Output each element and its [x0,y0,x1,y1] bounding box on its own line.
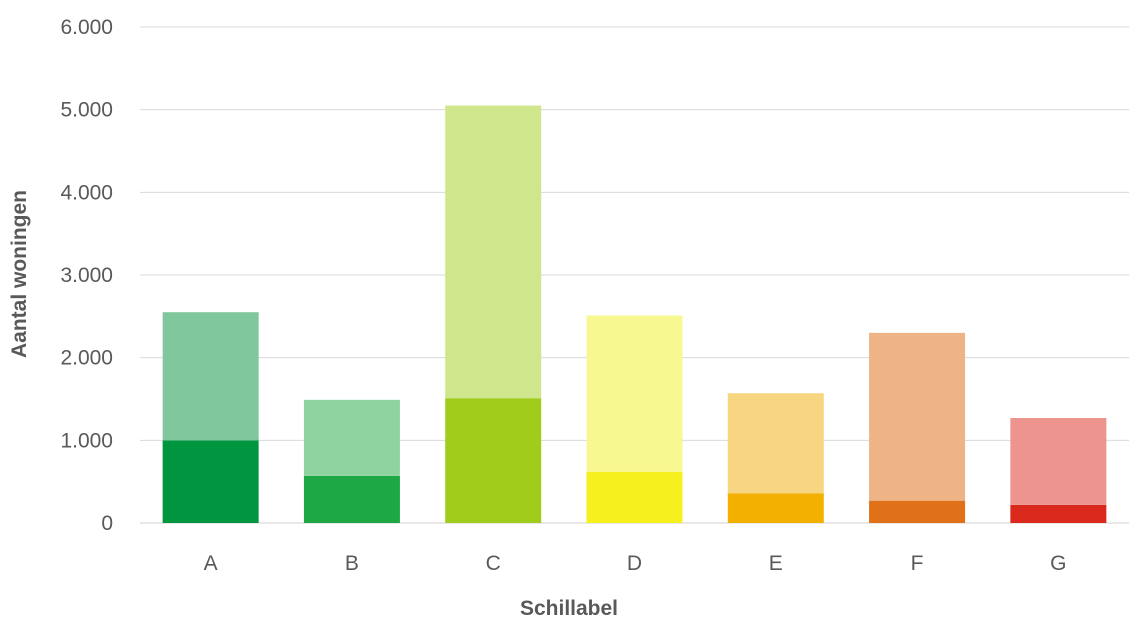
y-tick-label: 3.000 [60,264,113,287]
x-tick-label: E [769,552,783,575]
y-axis-ticks: 0 1.000 2.000 3.000 4.000 5.000 6.000 [60,16,113,535]
bar-d-segment-1 [586,471,683,523]
x-axis-ticks: A B C D E F G [204,552,1067,575]
x-tick-label: D [627,552,642,575]
bar-a-segment-2 [162,312,259,441]
bar-c-segment-2 [445,105,542,399]
bar-f-segment-2 [869,332,966,501]
x-tick-label: F [911,552,924,575]
y-tick-label: 2.000 [60,347,113,370]
y-tick-label: 4.000 [60,181,113,204]
y-tick-label: 1.000 [60,429,113,452]
bar-e-segment-1 [727,493,824,523]
y-tick-label: 0 [101,512,113,535]
x-tick-label: B [345,552,359,575]
bar-c-segment-1 [445,398,542,523]
y-tick-label: 6.000 [60,16,113,39]
bar-b-segment-2 [303,399,400,476]
bar-b-segment-1 [303,475,400,523]
y-axis-title: Aantal woningen [8,190,31,358]
bar-d-segment-2 [586,315,683,472]
bar-f-segment-1 [869,500,966,523]
bar-g-segment-2 [1010,418,1107,505]
bar-g-segment-1 [1010,504,1107,523]
y-tick-label: 5.000 [60,99,113,122]
x-tick-label: C [486,552,501,575]
x-axis-title: Schillabel [520,597,618,619]
bar-e-segment-2 [727,393,824,494]
x-tick-label: G [1050,552,1066,575]
bars [162,105,1107,523]
x-tick-label: A [204,552,218,575]
bar-a-segment-1 [162,440,259,523]
